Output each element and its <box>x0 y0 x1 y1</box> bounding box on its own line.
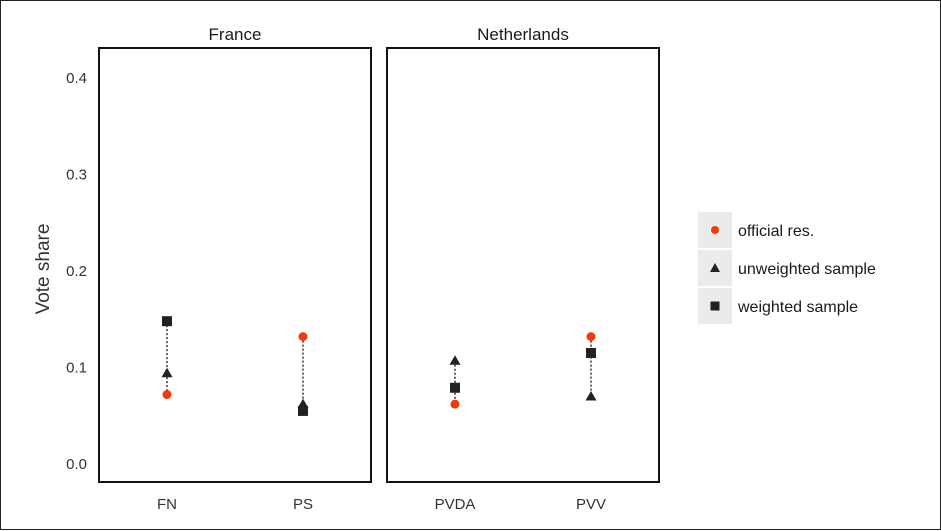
legend-key-unweighted <box>710 263 720 272</box>
x-tick-label: FN <box>157 496 177 513</box>
y-axis-ticks: 0.0 0.1 0.2 0.3 0.4 <box>66 70 87 473</box>
facet-title: France <box>209 25 262 44</box>
point-weighted <box>450 382 460 393</box>
point-official <box>162 390 172 400</box>
y-tick-label: 0.0 <box>66 456 87 473</box>
legend-label-unweighted: unweighted sample <box>738 261 876 278</box>
legend-label-official: official res. <box>738 223 814 240</box>
facet-title: Netherlands <box>477 25 569 44</box>
legend-key-official <box>711 226 719 234</box>
facet-panel-france: France FN PS <box>98 25 372 513</box>
y-tick-label: 0.3 <box>66 167 87 184</box>
point-unweighted <box>297 398 309 409</box>
point-weighted <box>162 316 172 327</box>
legend-key-weighted <box>710 301 720 311</box>
panel-border <box>386 47 660 483</box>
facet-panel-netherlands: Netherlands PVDA PVV <box>386 25 660 513</box>
x-tick-label: PVDA <box>435 496 476 513</box>
y-tick-label: 0.2 <box>66 263 87 280</box>
x-tick-label: PS <box>293 496 313 513</box>
point-unweighted <box>449 355 461 365</box>
point-unweighted <box>161 367 173 378</box>
point-official <box>586 332 596 342</box>
point-weighted <box>298 405 308 416</box>
point-official <box>298 332 308 342</box>
point-weighted <box>586 348 596 359</box>
y-tick-label: 0.1 <box>66 360 87 377</box>
facet-panels: France FN PS Netherlands PVDA PVV <box>98 25 660 513</box>
point-unweighted <box>585 390 597 401</box>
x-tick-label: PVV <box>576 496 606 513</box>
legend-label-weighted: weighted sample <box>737 299 858 316</box>
legend: official res. unweighted sample weighted s… <box>698 212 876 324</box>
y-axis-label: Vote share <box>33 224 54 315</box>
panel-border <box>98 47 372 483</box>
y-tick-label: 0.4 <box>66 70 87 87</box>
point-official <box>450 399 460 409</box>
